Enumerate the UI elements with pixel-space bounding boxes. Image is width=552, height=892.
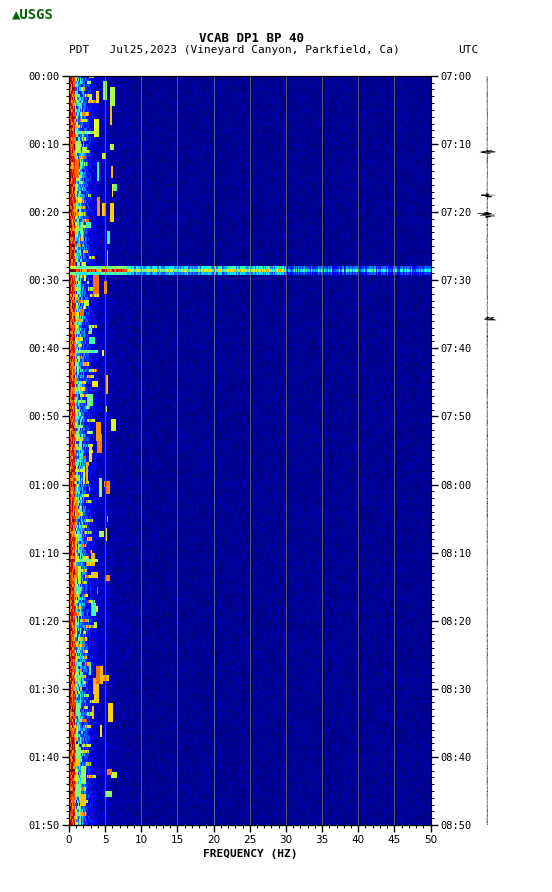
Text: UTC: UTC xyxy=(458,45,479,54)
Text: PDT   Jul25,2023 (Vineyard Canyon, Parkfield, Ca): PDT Jul25,2023 (Vineyard Canyon, Parkfie… xyxy=(69,45,400,54)
X-axis label: FREQUENCY (HZ): FREQUENCY (HZ) xyxy=(203,849,297,859)
Text: VCAB DP1 BP 40: VCAB DP1 BP 40 xyxy=(199,32,304,45)
Text: ▲USGS: ▲USGS xyxy=(12,7,54,21)
